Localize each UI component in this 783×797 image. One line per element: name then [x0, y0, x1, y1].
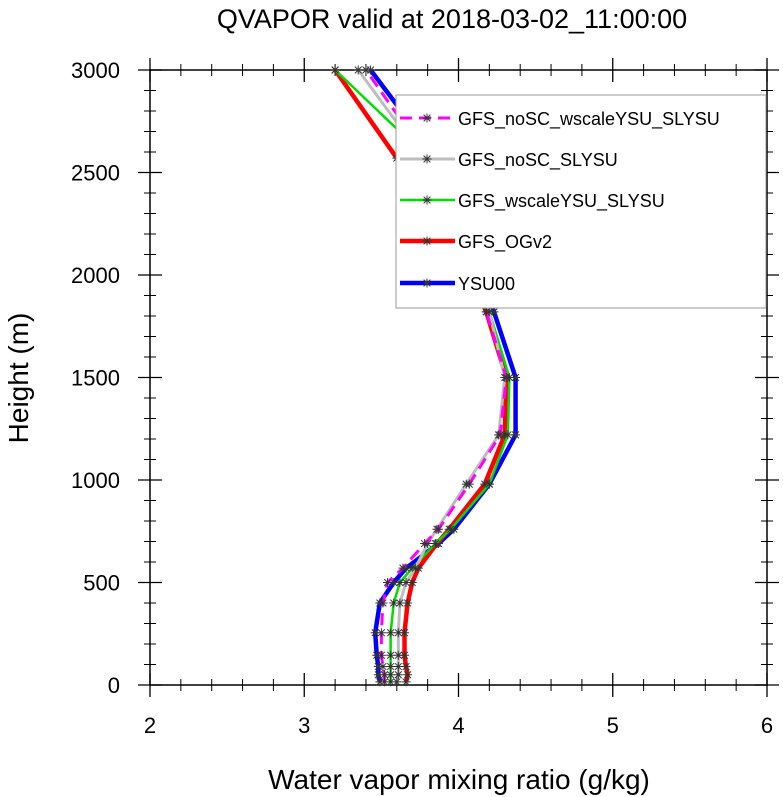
data-point-marker	[395, 578, 405, 587]
chart-title: QVAPOR valid at 2018-03-02_11:00:00	[217, 4, 687, 34]
data-point-marker	[376, 628, 386, 638]
y-tick-label: 0	[108, 673, 120, 698]
data-point-marker	[401, 677, 411, 687]
y-tick-label: 500	[83, 571, 120, 596]
data-point-marker	[446, 524, 456, 534]
data-point-marker	[361, 65, 371, 75]
legend-box	[395, 94, 767, 309]
legend: GFS_noSC_wscaleYSU_SLYSU GFS_noSC_SLYSU GF…	[395, 94, 767, 309]
data-point-marker	[484, 479, 494, 489]
legend-item: GFS_OGv2	[400, 232, 552, 253]
data-point-marker	[400, 628, 410, 638]
data-point-marker	[389, 578, 399, 587]
data-point-marker	[403, 598, 413, 608]
data-point-marker	[464, 479, 474, 489]
data-point-marker	[393, 628, 403, 638]
data-point-marker	[386, 628, 396, 638]
legend-item: GFS_noSC_SLYSU	[400, 150, 618, 171]
data-point-marker	[398, 563, 408, 573]
data-point-marker	[501, 373, 511, 382]
legend-label: GFS_noSC_SLYSU	[458, 150, 618, 171]
data-point-marker	[378, 662, 388, 672]
data-point-marker	[379, 677, 389, 687]
data-point-marker	[401, 578, 411, 587]
legend-item: GFS_wscaleYSU_SLYSU	[400, 191, 665, 212]
x-tick-label: 6	[761, 713, 773, 738]
data-point-marker	[393, 670, 403, 680]
data-point-marker	[503, 430, 513, 440]
x-tick-label: 5	[607, 713, 619, 738]
data-point-marker	[511, 373, 521, 382]
data-point-marker	[481, 307, 491, 317]
data-point-marker	[480, 479, 490, 489]
data-point-marker	[379, 670, 389, 680]
data-point-marker	[400, 650, 410, 660]
data-point-marker	[375, 677, 385, 687]
data-point-marker	[353, 65, 363, 75]
data-point-marker	[386, 677, 396, 687]
x-axis-label: Water vapor mixing ratio (g/kg)	[268, 764, 650, 795]
x-tick-label: 4	[452, 713, 464, 738]
legend-items: GFS_noSC_wscaleYSU_SLYSU GFS_noSC_SLYSU GF…	[400, 109, 720, 294]
data-point-marker	[407, 578, 417, 587]
legend-item: YSU00	[400, 274, 515, 294]
data-point-marker	[410, 563, 420, 573]
y-axis-label: Height (m)	[3, 313, 34, 444]
data-point-marker	[383, 578, 393, 587]
legend-marker	[422, 195, 432, 205]
legend-label: YSU00	[458, 274, 515, 294]
legend-marker	[422, 154, 432, 164]
axis-tick-labels: 2 3 4 5 6 0 500 1000 1500 2000 2500 3000	[71, 58, 773, 738]
legend-marker	[422, 113, 432, 123]
data-point-marker	[393, 662, 403, 672]
data-point-marker	[386, 670, 396, 680]
y-tick-label: 1000	[71, 468, 120, 493]
data-point-marker	[378, 598, 388, 608]
data-point-marker	[366, 65, 376, 75]
legend-marker	[422, 278, 432, 288]
legend-item: GFS_noSC_wscaleYSU_SLYSU	[400, 109, 720, 130]
y-tick-label: 3000	[71, 58, 120, 83]
y-tick-label: 2500	[71, 161, 120, 186]
data-point-marker	[373, 670, 383, 680]
data-point-marker	[433, 524, 443, 534]
data-point-marker	[373, 662, 383, 672]
x-tick-label: 2	[144, 713, 156, 738]
data-point-marker	[401, 662, 411, 672]
legend-marker	[422, 236, 432, 246]
y-tick-label: 1500	[71, 366, 120, 391]
x-tick-label: 3	[298, 713, 310, 738]
data-point-marker	[330, 65, 340, 75]
data-point-marker	[489, 307, 499, 317]
data-point-marker	[370, 628, 380, 638]
legend-label: GFS_OGv2	[458, 232, 552, 253]
y-tick-label: 2000	[71, 263, 120, 288]
legend-label: GFS_noSC_wscaleYSU_SLYSU	[458, 109, 720, 130]
data-point-marker	[386, 662, 396, 672]
data-point-marker	[403, 670, 413, 680]
legend-label: GFS_wscaleYSU_SLYSU	[458, 191, 665, 212]
data-point-marker	[511, 430, 521, 440]
data-point-marker	[386, 650, 396, 660]
data-point-marker	[495, 430, 505, 440]
data-point-marker	[389, 598, 399, 608]
data-point-marker	[393, 650, 403, 660]
data-point-marker	[420, 539, 430, 549]
data-point-marker	[392, 677, 402, 687]
axis-ticks	[138, 58, 779, 697]
data-point-marker	[372, 650, 382, 660]
data-point-marker	[395, 598, 405, 608]
data-point-marker	[430, 539, 440, 549]
data-point-marker	[376, 650, 386, 660]
